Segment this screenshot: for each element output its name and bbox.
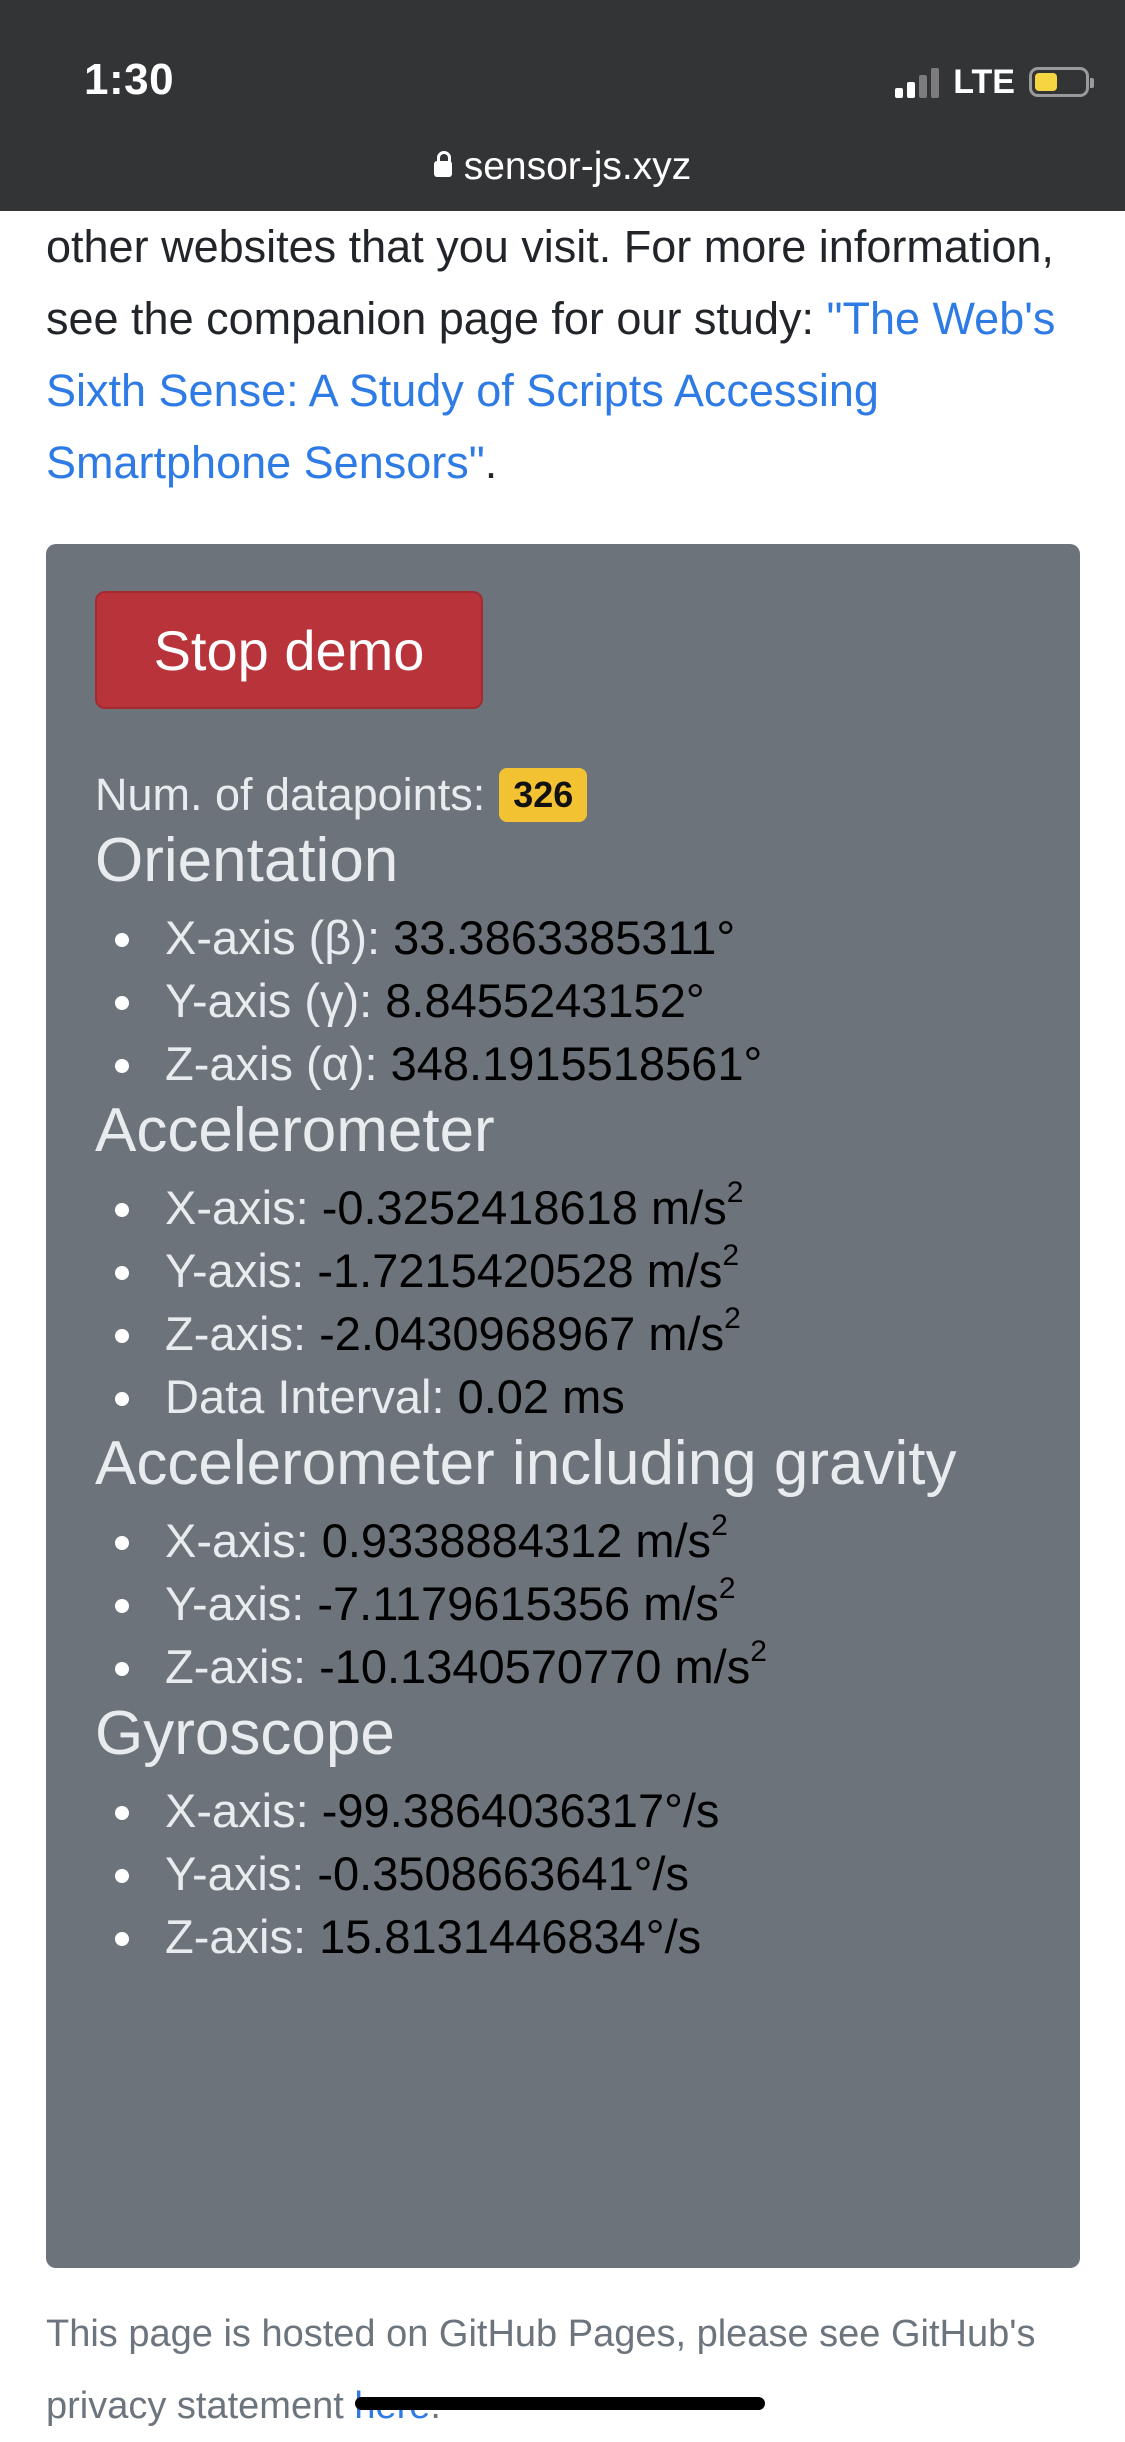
browser-chrome: 1:30 LTE sensor-js.xyz bbox=[0, 0, 1125, 211]
reading-label: Y-axis: bbox=[165, 1577, 318, 1630]
reading-value: 0.02 ms bbox=[457, 1370, 625, 1423]
datapoints-badge: 326 bbox=[499, 768, 588, 822]
reading-label: X-axis: bbox=[165, 1784, 322, 1837]
reading-value: -99.3864036317°/s bbox=[321, 1784, 720, 1837]
sensor-panel: Stop demo Num. of datapoints: 326 Orient… bbox=[46, 544, 1080, 2268]
reading-value: -2.0430968967 m/s bbox=[319, 1307, 725, 1360]
reading-value: 15.8131446834°/s bbox=[319, 1910, 702, 1963]
signal-icon bbox=[895, 66, 940, 98]
unit-exponent: 2 bbox=[726, 1176, 744, 1209]
orientation-x: X-axis (β): 33.3863385311° bbox=[115, 906, 1031, 969]
accelerometer-gravity-list: X-axis: 0.9338884312 m/s2 Y-axis: -7.117… bbox=[95, 1509, 1031, 1698]
network-type: LTE bbox=[953, 62, 1015, 101]
reading-value: 8.8455243152° bbox=[385, 974, 705, 1027]
reading-label: X-axis (β): bbox=[165, 911, 394, 964]
footer-note: This page is hosted on GitHub Pages, ple… bbox=[46, 2298, 1086, 2442]
gyroscope-heading: Gyroscope bbox=[95, 1699, 395, 1768]
reading-value: 348.1915518561° bbox=[390, 1037, 763, 1090]
url-bar[interactable]: sensor-js.xyz bbox=[0, 145, 1125, 189]
reading-value: -0.3252418618 m/s bbox=[321, 1181, 727, 1234]
reading-value: -7.1179615356 m/s bbox=[317, 1577, 719, 1630]
url-text: sensor-js.xyz bbox=[463, 145, 692, 188]
reading-label: Y-axis: bbox=[165, 1244, 318, 1297]
accelerometer-gravity-z: Z-axis: -10.1340570770 m/s2 bbox=[115, 1635, 1031, 1698]
lock-icon bbox=[433, 151, 452, 177]
gyroscope-y: Y-axis: -0.3508663641°/s bbox=[115, 1842, 1031, 1905]
accelerometer-y: Y-axis: -1.7215420528 m/s2 bbox=[115, 1239, 1031, 1302]
reading-label: Z-axis: bbox=[165, 1640, 320, 1693]
unit-exponent: 2 bbox=[724, 1302, 741, 1335]
reading-value: 33.3863385311° bbox=[393, 911, 736, 964]
footer-text: This page is hosted on GitHub Pages, ple… bbox=[46, 2313, 1036, 2427]
orientation-y: Y-axis (γ): 8.8455243152° bbox=[115, 969, 1031, 1032]
accelerometer-z: Z-axis: -2.0430968967 m/s2 bbox=[115, 1302, 1031, 1365]
unit-exponent: 2 bbox=[750, 1635, 767, 1668]
battery-icon bbox=[1029, 67, 1094, 97]
accelerometer-gravity-heading: Accelerometer including gravity bbox=[95, 1429, 957, 1498]
reading-label: Y-axis (γ): bbox=[165, 974, 386, 1027]
reading-value: -10.1340570770 m/s bbox=[319, 1640, 751, 1693]
reading-value: -0.3508663641°/s bbox=[317, 1847, 689, 1900]
reading-label: Y-axis: bbox=[165, 1847, 318, 1900]
reading-label: Z-axis (α): bbox=[165, 1037, 391, 1090]
unit-exponent: 2 bbox=[722, 1239, 740, 1272]
intro-text: other websites that you visit. For more … bbox=[46, 221, 1054, 344]
unit-exponent: 2 bbox=[718, 1572, 736, 1605]
reading-label: X-axis: bbox=[165, 1514, 322, 1567]
datapoints-row: Num. of datapoints: 326 bbox=[95, 765, 1031, 825]
status-time: 1:30 bbox=[84, 55, 175, 104]
reading-label: X-axis: bbox=[165, 1181, 322, 1234]
accelerometer-x: X-axis: -0.3252418618 m/s2 bbox=[115, 1176, 1031, 1239]
battery-level bbox=[1035, 73, 1057, 91]
datapoints-label: Num. of datapoints: bbox=[95, 769, 486, 820]
stop-demo-button[interactable]: Stop demo bbox=[95, 591, 483, 709]
reading-value: -1.7215420528 m/s bbox=[317, 1244, 723, 1297]
gyroscope-x: X-axis: -99.3864036317°/s bbox=[115, 1779, 1031, 1842]
reading-label: Z-axis: bbox=[165, 1307, 320, 1360]
accelerometer-gravity-y: Y-axis: -7.1179615356 m/s2 bbox=[115, 1572, 1031, 1635]
intro-paragraph: other websites that you visit. For more … bbox=[46, 211, 1086, 499]
gyroscope-z: Z-axis: 15.8131446834°/s bbox=[115, 1905, 1031, 1968]
unit-exponent: 2 bbox=[711, 1509, 728, 1542]
reading-value: 0.9338884312 m/s bbox=[321, 1514, 712, 1567]
orientation-list: X-axis (β): 33.3863385311° Y-axis (γ): 8… bbox=[95, 906, 1031, 1095]
home-indicator[interactable] bbox=[355, 2397, 765, 2410]
gyroscope-list: X-axis: -99.3864036317°/s Y-axis: -0.350… bbox=[95, 1779, 1031, 1968]
accelerometer-gravity-x: X-axis: 0.9338884312 m/s2 bbox=[115, 1509, 1031, 1572]
intro-text-end: . bbox=[484, 437, 498, 488]
reading-label: Z-axis: bbox=[165, 1910, 320, 1963]
study-link[interactable]: "The Web's Sixth Sense: A Study of Scrip… bbox=[46, 293, 1056, 488]
accelerometer-list: X-axis: -0.3252418618 m/s2 Y-axis: -1.72… bbox=[95, 1176, 1031, 1428]
reading-label: Data Interval: bbox=[165, 1370, 458, 1423]
orientation-z: Z-axis (α): 348.1915518561° bbox=[115, 1032, 1031, 1095]
status-indicators: LTE bbox=[895, 60, 1094, 104]
accelerometer-interval: Data Interval: 0.02 ms bbox=[115, 1365, 1031, 1428]
accelerometer-heading: Accelerometer bbox=[95, 1096, 495, 1165]
orientation-heading: Orientation bbox=[95, 826, 399, 895]
